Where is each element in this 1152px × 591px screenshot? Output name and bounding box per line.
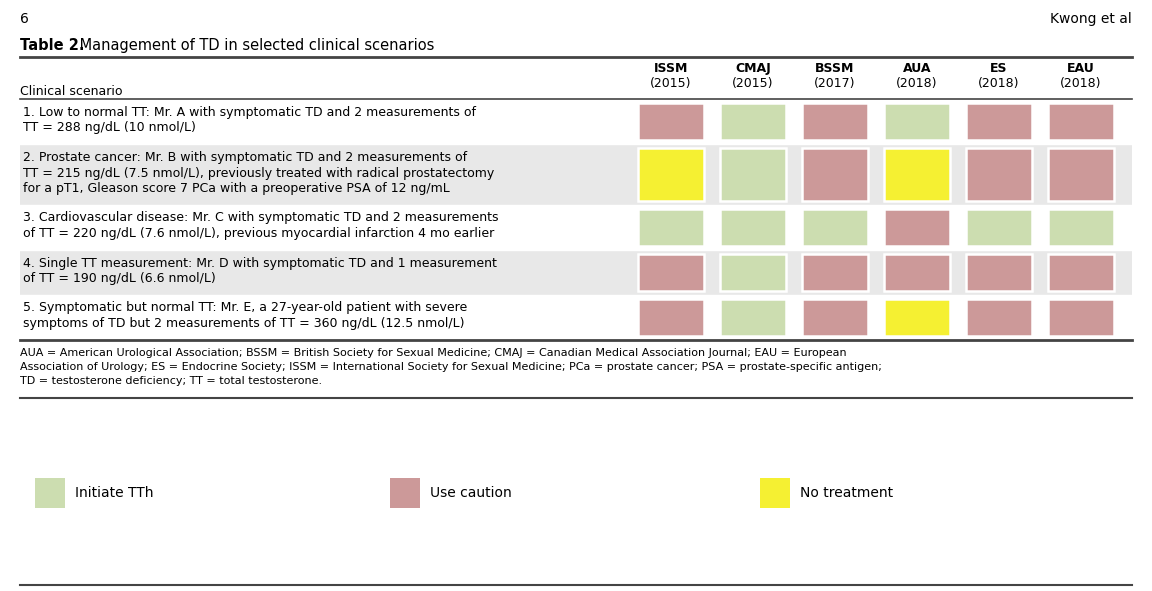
Bar <box>638 209 704 245</box>
Text: Initiate TTh: Initiate TTh <box>75 486 153 500</box>
Text: 2. Prostate cancer: Mr. B with symptomatic TD and 2 measurements of: 2. Prostate cancer: Mr. B with symptomat… <box>23 151 467 164</box>
Bar <box>1048 103 1114 140</box>
Bar <box>884 209 950 245</box>
Text: Table 2.: Table 2. <box>20 38 84 53</box>
Text: AUA = American Urological Association; BSSM = British Society for Sexual Medicin: AUA = American Urological Association; B… <box>20 348 847 358</box>
Bar <box>802 209 867 245</box>
Text: (2018): (2018) <box>978 77 1020 90</box>
Bar <box>1048 254 1114 291</box>
Text: TT = 288 ng/dL (10 nmol/L): TT = 288 ng/dL (10 nmol/L) <box>23 122 196 135</box>
Bar <box>638 298 704 336</box>
Bar <box>760 478 790 508</box>
Bar <box>802 148 867 200</box>
Text: (2018): (2018) <box>1060 77 1101 90</box>
Text: Kwong et al: Kwong et al <box>1051 12 1132 26</box>
Text: BSSM: BSSM <box>816 62 855 75</box>
Bar <box>884 298 950 336</box>
Text: ISSM: ISSM <box>654 62 688 75</box>
Bar <box>967 254 1032 291</box>
Bar <box>720 209 786 245</box>
Text: (2015): (2015) <box>650 77 691 90</box>
Bar <box>967 298 1032 336</box>
Bar <box>884 254 950 291</box>
Text: TT = 215 ng/dL (7.5 nmol/L), previously treated with radical prostatectomy: TT = 215 ng/dL (7.5 nmol/L), previously … <box>23 167 494 180</box>
Bar <box>20 249 1132 294</box>
Bar <box>802 103 867 140</box>
Bar <box>638 148 704 200</box>
Bar <box>20 144 1132 204</box>
Bar <box>720 298 786 336</box>
Bar <box>35 478 65 508</box>
Bar <box>638 103 704 140</box>
Bar <box>391 478 420 508</box>
Bar <box>1048 148 1114 200</box>
Text: ES: ES <box>991 62 1008 75</box>
Text: Association of Urology; ES = Endocrine Society; ISSM = International Society for: Association of Urology; ES = Endocrine S… <box>20 362 882 372</box>
Text: of TT = 190 ng/dL (6.6 nmol/L): of TT = 190 ng/dL (6.6 nmol/L) <box>23 272 215 285</box>
Bar <box>720 103 786 140</box>
Bar <box>720 254 786 291</box>
Text: AUA: AUA <box>903 62 931 75</box>
Bar <box>967 148 1032 200</box>
Text: 3. Cardiovascular disease: Mr. C with symptomatic TD and 2 measurements: 3. Cardiovascular disease: Mr. C with sy… <box>23 212 499 225</box>
Bar <box>720 148 786 200</box>
Text: 1. Low to normal TT: Mr. A with symptomatic TD and 2 measurements of: 1. Low to normal TT: Mr. A with symptoma… <box>23 106 476 119</box>
Text: CMAJ: CMAJ <box>735 62 771 75</box>
Text: (2017): (2017) <box>814 77 856 90</box>
Text: 6: 6 <box>20 12 29 26</box>
Text: 5. Symptomatic but normal TT: Mr. E, a 27-year-old patient with severe: 5. Symptomatic but normal TT: Mr. E, a 2… <box>23 301 468 314</box>
Text: of TT = 220 ng/dL (7.6 nmol/L), previous myocardial infarction 4 mo earlier: of TT = 220 ng/dL (7.6 nmol/L), previous… <box>23 227 494 240</box>
Text: for a pT1, Gleason score 7 PCa with a preoperative PSA of 12 ng/mL: for a pT1, Gleason score 7 PCa with a pr… <box>23 182 449 195</box>
Bar <box>884 148 950 200</box>
Bar <box>638 254 704 291</box>
Text: No treatment: No treatment <box>799 486 893 500</box>
Text: EAU: EAU <box>1067 62 1094 75</box>
Bar <box>967 103 1032 140</box>
Text: 4. Single TT measurement: Mr. D with symptomatic TD and 1 measurement: 4. Single TT measurement: Mr. D with sym… <box>23 256 497 269</box>
Text: (2018): (2018) <box>896 77 938 90</box>
Text: Management of TD in selected clinical scenarios: Management of TD in selected clinical sc… <box>75 38 434 53</box>
Text: symptoms of TD but 2 measurements of TT = 360 ng/dL (12.5 nmol/L): symptoms of TD but 2 measurements of TT … <box>23 317 464 330</box>
Bar <box>1048 209 1114 245</box>
Bar <box>1048 298 1114 336</box>
Bar <box>967 209 1032 245</box>
Text: Clinical scenario: Clinical scenario <box>20 85 122 98</box>
Text: Use caution: Use caution <box>430 486 511 500</box>
Text: (2015): (2015) <box>733 77 774 90</box>
Bar <box>802 298 867 336</box>
Bar <box>884 103 950 140</box>
Text: TD = testosterone deficiency; TT = total testosterone.: TD = testosterone deficiency; TT = total… <box>20 376 323 387</box>
Bar <box>802 254 867 291</box>
